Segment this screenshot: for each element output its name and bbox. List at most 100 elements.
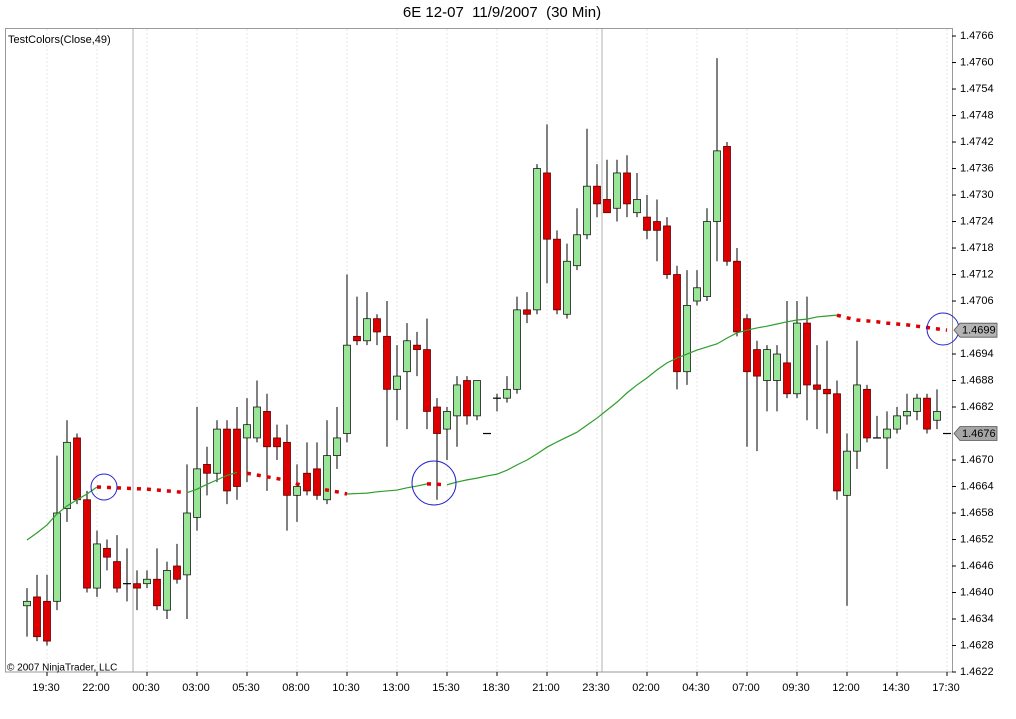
highlight-circle [411, 460, 457, 506]
candle-body [73, 437, 81, 501]
candle-body [793, 322, 801, 395]
candle-body [583, 185, 591, 236]
price-box-label: 1.4699 [962, 325, 996, 337]
candle-body [753, 349, 761, 377]
candle-body [373, 318, 381, 333]
marks [23, 58, 951, 646]
y-tick-label: 1.4622 [960, 666, 994, 678]
x-tick-label: 22:00 [82, 682, 110, 694]
candle-body [903, 411, 911, 417]
x-tick-label: 15:30 [432, 682, 460, 694]
candle-body [783, 362, 791, 395]
y-tick-label: 1.4634 [960, 613, 994, 625]
y-tick-label: 1.4712 [960, 268, 994, 280]
candle-body [153, 578, 161, 607]
x-tick-label: 07:00 [732, 682, 760, 694]
candle-body [473, 380, 481, 417]
candle-body [103, 547, 111, 558]
y-tick-label: 1.4646 [960, 560, 994, 572]
candle-body [683, 305, 691, 373]
candle-body [423, 349, 431, 412]
candle-body [313, 468, 321, 496]
x-tick-label: 21:00 [532, 682, 560, 694]
candle-body [173, 565, 181, 580]
candle-body [363, 318, 371, 342]
candle-body [113, 561, 121, 589]
y-tick-label: 1.4682 [960, 401, 994, 413]
candle-body [303, 472, 311, 492]
candle-body [703, 221, 711, 298]
candle-body [573, 234, 581, 267]
x-tick-label: 19:30 [32, 682, 60, 694]
x-tick-label: 18:30 [482, 682, 510, 694]
candle-body [323, 455, 331, 501]
y-tick-label: 1.4736 [960, 162, 994, 174]
candle-body [933, 411, 941, 421]
y-tick-label: 1.4760 [960, 56, 994, 68]
y-tick-label: 1.4658 [960, 507, 994, 519]
candle-body [443, 411, 451, 430]
candle-body [843, 450, 851, 496]
x-tick-label: 04:30 [682, 682, 710, 694]
moving-average-down [836, 313, 948, 332]
candle-body [93, 543, 101, 589]
y-tick-label: 1.4754 [960, 83, 994, 95]
candle-body [593, 185, 601, 205]
y-tick-label: 1.4748 [960, 109, 994, 121]
x-tick-label: 14:30 [882, 682, 910, 694]
y-tick-label: 1.4766 [960, 30, 994, 42]
candle-body [253, 406, 261, 439]
highlight-circle [90, 473, 118, 501]
moving-average-up [446, 314, 838, 486]
candle-body [913, 397, 921, 412]
candle-body [63, 441, 71, 509]
candle-body [163, 570, 171, 611]
candle-body [733, 260, 741, 333]
candle-body [393, 375, 401, 390]
candle-body [233, 428, 241, 487]
candle-body [923, 397, 931, 430]
candle-body [633, 199, 641, 214]
candle-body [523, 309, 531, 315]
x-tick-label: 23:30 [582, 682, 610, 694]
y-tick-label: 1.4652 [960, 533, 994, 545]
candle-body [143, 578, 151, 585]
y-tick-label: 1.4718 [960, 242, 994, 254]
candle-body [813, 384, 821, 390]
candle-body [463, 380, 471, 417]
candle-body [853, 384, 861, 452]
moving-average-up [186, 471, 238, 494]
candle-body [543, 172, 551, 240]
indicator-label: TestColors(Close,49) [8, 34, 111, 46]
y-tick-label: 1.4694 [960, 348, 994, 360]
candle-body [773, 353, 781, 381]
moving-average-up [26, 486, 98, 541]
y-tick-label: 1.4640 [960, 586, 994, 598]
candle-body [243, 424, 251, 439]
candle-body [603, 199, 611, 214]
x-tick-label: 03:00 [182, 682, 210, 694]
candle-body [83, 499, 91, 589]
plot-frame [5, 28, 953, 673]
candle-body [293, 486, 301, 496]
candle-body [663, 225, 671, 275]
candle-body [833, 393, 841, 492]
candle-body [643, 216, 651, 231]
moving-average-down [236, 470, 348, 496]
candle-body [343, 344, 351, 434]
candle-body [503, 388, 511, 399]
x-tick-label: 05:30 [232, 682, 260, 694]
x-tick-label: 00:30 [132, 682, 160, 694]
y-tick-label: 1.4724 [960, 215, 994, 227]
x-tick-label: 09:30 [782, 682, 810, 694]
candle-body [713, 150, 721, 222]
candle-body [193, 468, 201, 518]
y-tick-label: 1.4628 [960, 639, 994, 651]
candle-body [553, 238, 561, 311]
candle-body [283, 441, 291, 496]
candle-body [33, 596, 41, 638]
candle-body [413, 344, 421, 351]
candle-body [333, 437, 341, 456]
moving-average-down [426, 482, 448, 487]
